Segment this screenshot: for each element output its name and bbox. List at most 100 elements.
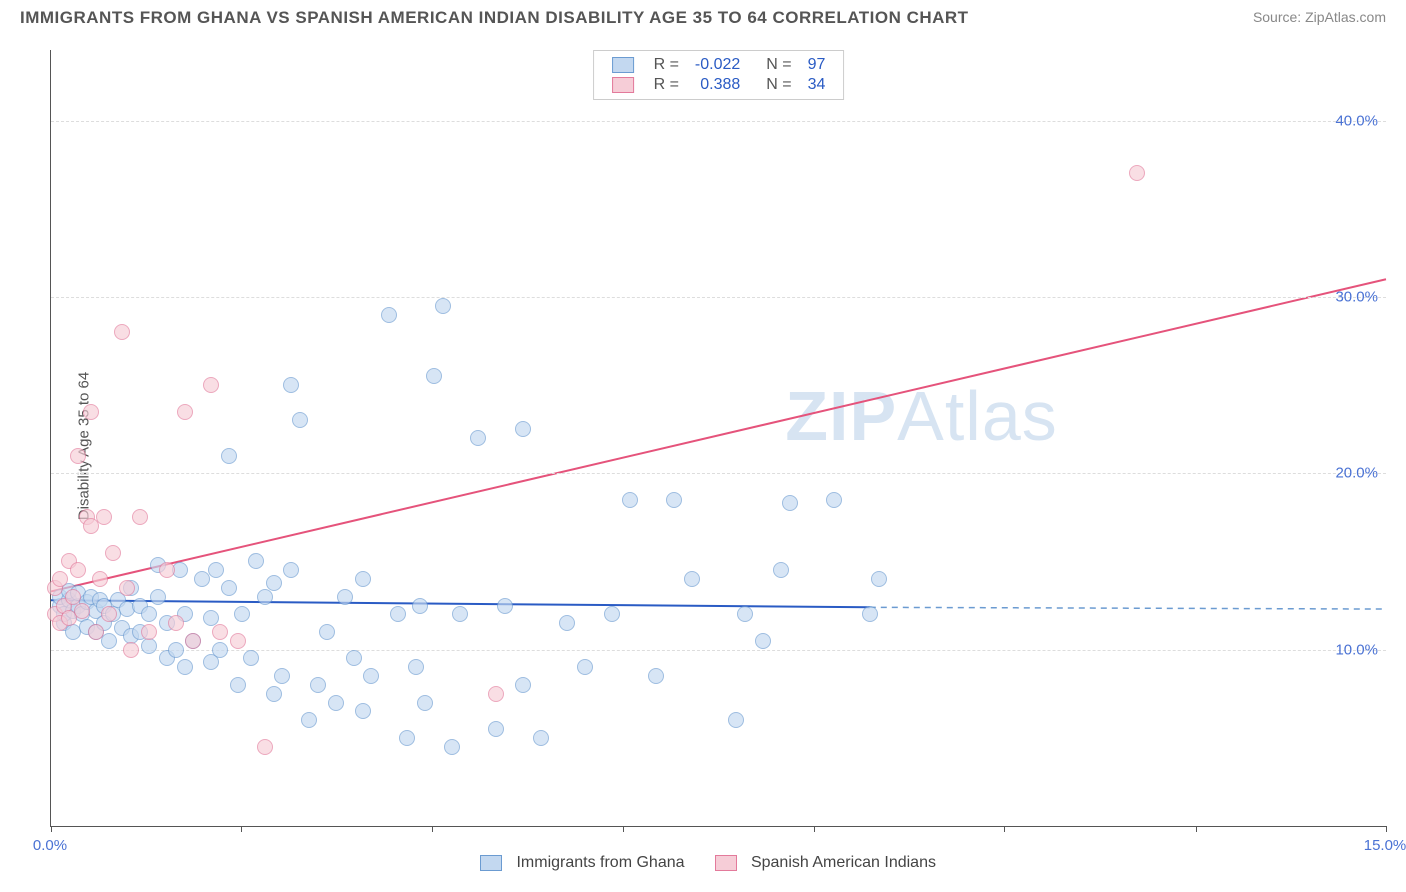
data-point xyxy=(141,638,157,654)
data-point xyxy=(234,606,250,622)
data-point xyxy=(119,580,135,596)
legend-r-value: 0.388 xyxy=(687,75,748,95)
data-point xyxy=(105,545,121,561)
data-point xyxy=(355,571,371,587)
data-point xyxy=(168,615,184,631)
data-point xyxy=(221,448,237,464)
data-point xyxy=(728,712,744,728)
legend-r-value: -0.022 xyxy=(687,55,748,75)
data-point xyxy=(168,642,184,658)
data-point xyxy=(230,677,246,693)
trend-line xyxy=(51,279,1386,591)
scatter-chart: ZIPAtlas R =-0.022N =97R =0.388N =34 10.… xyxy=(50,50,1386,827)
gridline xyxy=(51,473,1386,474)
data-point xyxy=(123,642,139,658)
chart-title: IMMIGRANTS FROM GHANA VS SPANISH AMERICA… xyxy=(20,8,969,28)
x-tick xyxy=(814,826,815,832)
data-point xyxy=(310,677,326,693)
data-point xyxy=(782,495,798,511)
data-point xyxy=(185,633,201,649)
x-tick-label: 15.0% xyxy=(1364,837,1406,854)
legend-row: R =-0.022N =97 xyxy=(604,55,834,75)
data-point xyxy=(159,562,175,578)
data-point xyxy=(301,712,317,728)
data-point xyxy=(488,686,504,702)
data-point xyxy=(328,695,344,711)
x-tick xyxy=(623,826,624,832)
data-point xyxy=(346,650,362,666)
data-point xyxy=(648,668,664,684)
data-point xyxy=(292,412,308,428)
legend-swatch xyxy=(480,855,502,871)
data-point xyxy=(257,739,273,755)
data-point xyxy=(515,677,531,693)
data-point xyxy=(101,633,117,649)
data-point xyxy=(203,377,219,393)
data-point xyxy=(266,686,282,702)
data-point xyxy=(435,298,451,314)
data-point xyxy=(141,624,157,640)
data-point xyxy=(533,730,549,746)
trend-lines xyxy=(51,50,1386,826)
data-point xyxy=(737,606,753,622)
legend-row: R =0.388N =34 xyxy=(604,75,834,95)
data-point xyxy=(862,606,878,622)
data-point xyxy=(417,695,433,711)
data-point xyxy=(212,642,228,658)
x-tick xyxy=(432,826,433,832)
x-tick-label: 0.0% xyxy=(33,837,67,854)
y-tick-label: 40.0% xyxy=(1335,112,1378,129)
legend-swatch xyxy=(715,855,737,871)
data-point xyxy=(337,589,353,605)
legend-item: Immigrants from Ghana xyxy=(470,854,685,871)
watermark: ZIPAtlas xyxy=(785,376,1058,456)
data-point xyxy=(88,624,104,640)
legend-n-value: 97 xyxy=(800,55,834,75)
data-point xyxy=(515,421,531,437)
data-point xyxy=(52,571,68,587)
data-point xyxy=(208,562,224,578)
data-point xyxy=(257,589,273,605)
data-point xyxy=(826,492,842,508)
legend-item: Spanish American Indians xyxy=(705,854,936,871)
source-attribution: Source: ZipAtlas.com xyxy=(1253,9,1386,27)
data-point xyxy=(444,739,460,755)
data-point xyxy=(1129,165,1145,181)
legend-swatch xyxy=(612,77,634,93)
source-name: ZipAtlas.com xyxy=(1305,9,1386,25)
x-tick xyxy=(51,826,52,832)
data-point xyxy=(92,571,108,587)
data-point xyxy=(390,606,406,622)
data-point xyxy=(101,606,117,622)
data-point xyxy=(452,606,468,622)
legend-swatch xyxy=(612,57,634,73)
data-point xyxy=(70,448,86,464)
data-point xyxy=(114,324,130,340)
data-point xyxy=(96,509,112,525)
data-point xyxy=(684,571,700,587)
legend-n-label: N = xyxy=(748,55,799,75)
data-point xyxy=(755,633,771,649)
data-point xyxy=(221,580,237,596)
data-point xyxy=(381,307,397,323)
legend-r-label: R = xyxy=(646,55,687,75)
data-point xyxy=(132,509,148,525)
data-point xyxy=(177,659,193,675)
data-point xyxy=(243,650,259,666)
y-tick-label: 20.0% xyxy=(1335,465,1378,482)
data-point xyxy=(604,606,620,622)
data-point xyxy=(212,624,228,640)
data-point xyxy=(666,492,682,508)
data-point xyxy=(141,606,157,622)
gridline xyxy=(51,121,1386,122)
data-point xyxy=(773,562,789,578)
legend-r-label: R = xyxy=(646,75,687,95)
y-tick-label: 30.0% xyxy=(1335,288,1378,305)
data-point xyxy=(408,659,424,675)
trend-line-dashed xyxy=(870,607,1386,609)
data-point xyxy=(266,575,282,591)
x-tick xyxy=(1196,826,1197,832)
source-label: Source: xyxy=(1253,9,1305,25)
correlation-legend: R =-0.022N =97R =0.388N =34 xyxy=(593,50,845,100)
data-point xyxy=(355,703,371,719)
